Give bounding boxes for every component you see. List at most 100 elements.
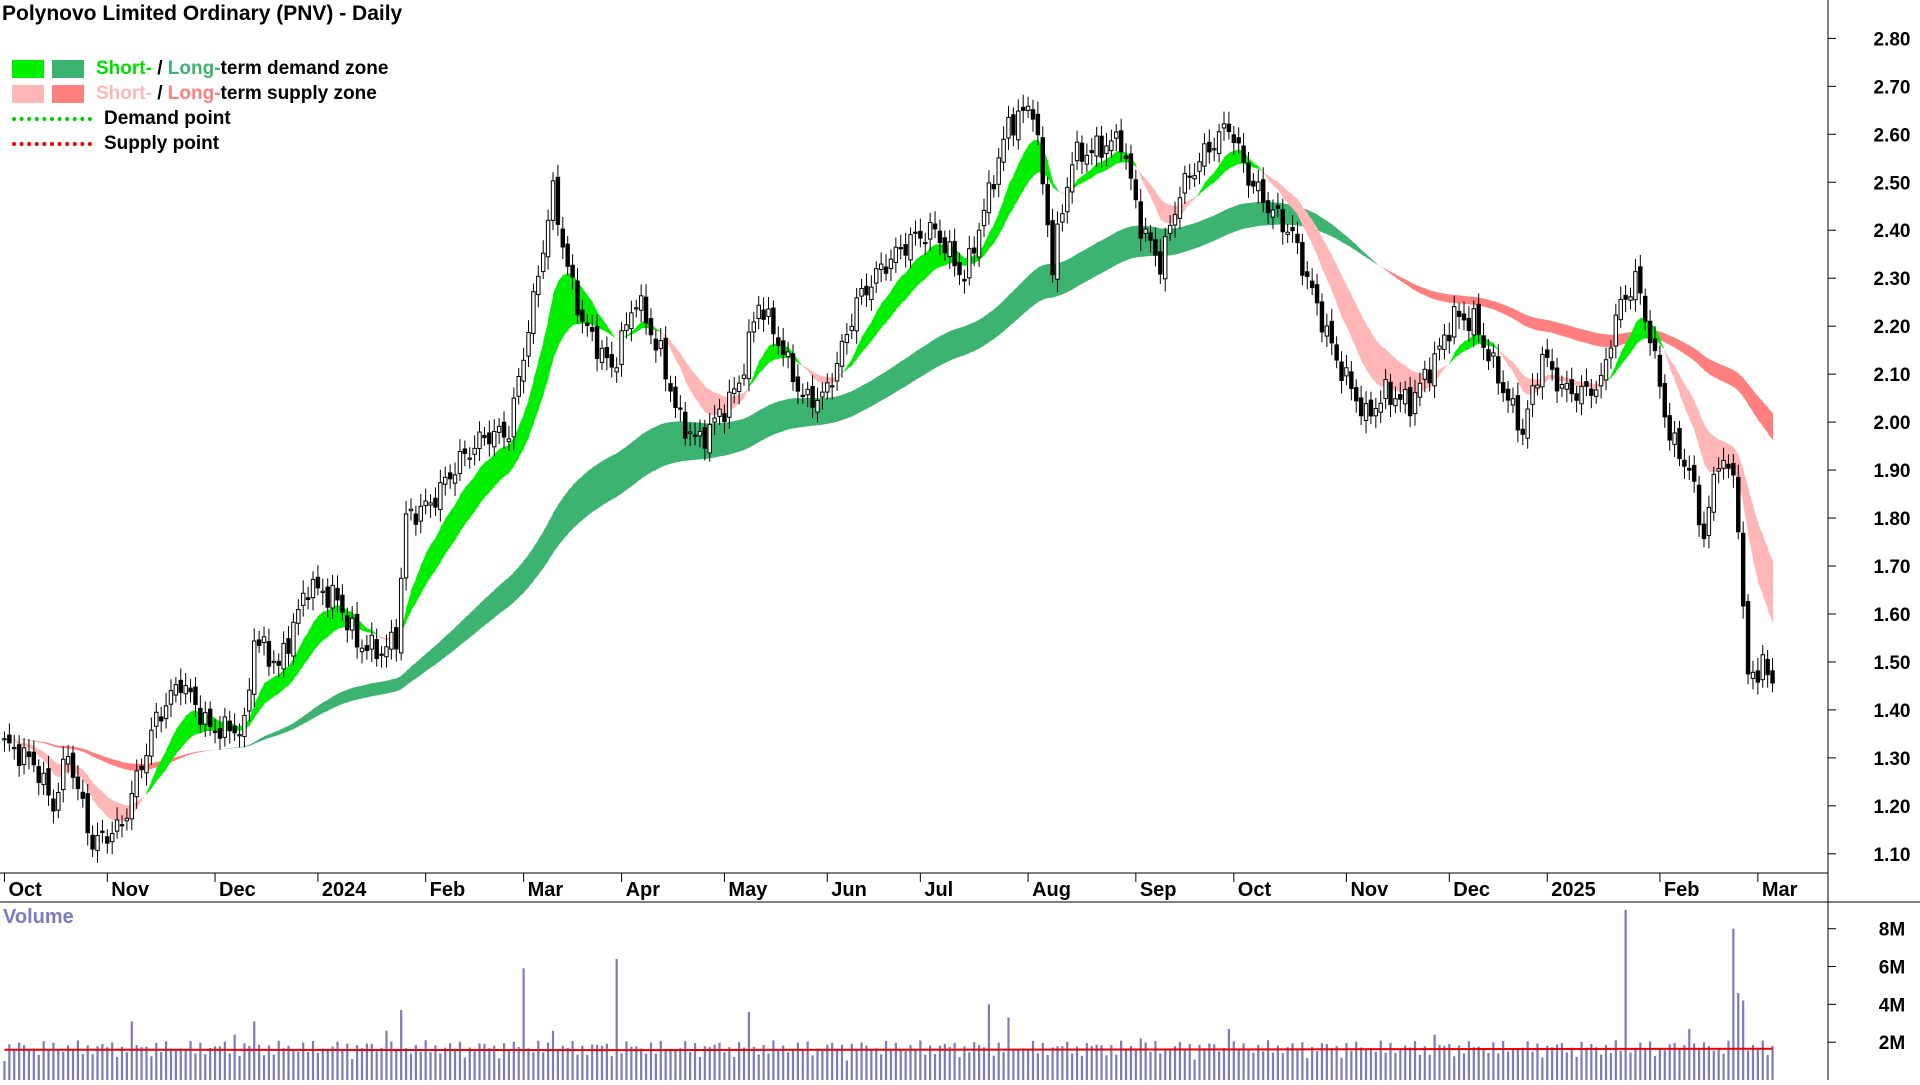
candle-body [1144, 229, 1147, 233]
short-term-demand-segment [186, 712, 191, 743]
candle-body [791, 354, 794, 382]
candle-body [757, 305, 760, 318]
volume-bar [194, 1053, 196, 1080]
long-term-demand-segment [969, 322, 974, 353]
candle-body [688, 432, 691, 433]
volume-bar [792, 1049, 794, 1080]
price-candle [419, 494, 422, 533]
candle-body [1252, 181, 1255, 186]
price-candle [1242, 133, 1245, 173]
time-tick-label: Nov [111, 879, 150, 901]
short-term-supply-segment [1694, 401, 1699, 448]
long-term-demand-segment [249, 742, 254, 746]
long-term-demand-segment [935, 336, 940, 368]
long-term-demand-segment [352, 687, 357, 701]
long-term-supply-segment [1537, 319, 1542, 332]
long-term-supply-segment [83, 749, 88, 754]
volume-bar [694, 1043, 696, 1080]
price-candle [728, 380, 731, 429]
volume-bar [753, 1047, 755, 1080]
legend-long-label: Long- [168, 83, 221, 105]
short-term-demand-segment [1057, 190, 1062, 194]
short-term-supply-segment [1283, 187, 1288, 204]
candle-body [1751, 672, 1754, 678]
price-tick-label: 2.60 [1874, 125, 1911, 146]
long-term-supply-segment [1733, 370, 1738, 391]
price-candle [904, 233, 907, 268]
short-term-demand-segment [906, 266, 911, 299]
short-term-demand-segment [1053, 182, 1058, 191]
candle-body [600, 348, 603, 362]
candle-body [204, 713, 207, 725]
candle-body [586, 323, 589, 325]
short-term-demand-segment [166, 739, 171, 768]
price-candle [630, 301, 633, 342]
long-term-demand-segment [974, 320, 979, 351]
time-tick-label: Mar [528, 879, 564, 901]
candle-body [483, 435, 486, 437]
candle-body [1134, 180, 1137, 200]
candle-body [1639, 267, 1642, 293]
candle-body [1208, 142, 1211, 152]
candle-body [1565, 383, 1568, 389]
candle-body [1031, 110, 1034, 119]
price-candle [458, 439, 461, 481]
short-term-demand-segment [798, 360, 803, 366]
volume-bar [728, 1047, 730, 1080]
candle-body [821, 392, 824, 397]
price-candle [889, 249, 892, 281]
long-term-demand-segment [612, 453, 617, 499]
price-candle [272, 650, 275, 674]
candle-body [1673, 433, 1676, 444]
volume-bar [1140, 1038, 1142, 1080]
candle-body [1212, 149, 1215, 150]
long-term-supply-segment [1420, 287, 1425, 296]
volume-bar [1272, 1053, 1274, 1080]
short-term-supply-segment [1351, 295, 1356, 349]
volume-bar [1762, 1041, 1764, 1080]
candle-body [1394, 399, 1397, 406]
long-term-demand-segment [1346, 236, 1351, 247]
short-term-supply-segment [1190, 198, 1195, 204]
short-term-supply-segment [1518, 369, 1523, 392]
price-candle [884, 254, 887, 280]
price-candle [1080, 135, 1083, 174]
candle-body [287, 639, 290, 654]
candle-body [1399, 395, 1402, 400]
candle-body [267, 642, 270, 667]
long-term-supply-segment [1405, 279, 1410, 287]
volume-bar [1267, 1040, 1269, 1080]
volume-bar [1595, 1047, 1597, 1080]
price-candle [875, 261, 878, 293]
candle-body [1070, 165, 1073, 192]
volume-bar [890, 1051, 892, 1080]
price-candle [62, 746, 65, 802]
candle-body [1629, 297, 1632, 300]
long-term-supply-segment [1528, 316, 1533, 329]
short-term-supply-segment [98, 788, 103, 811]
long-term-demand-segment [543, 523, 548, 568]
price-candle [1036, 101, 1039, 145]
price-candle [424, 489, 427, 515]
candle-body [1521, 429, 1524, 434]
long-term-demand-segment [666, 422, 671, 465]
long-term-supply-segment [1684, 343, 1689, 357]
volume-bar [1566, 1052, 1568, 1080]
short-term-demand-segment [484, 459, 489, 497]
price-candle [1766, 650, 1769, 688]
long-term-demand-segment [622, 446, 627, 493]
candle-body [253, 641, 256, 694]
long-term-supply-segment [1435, 292, 1440, 301]
long-term-demand-segment [298, 716, 303, 726]
long-term-demand-segment [377, 682, 382, 696]
long-term-supply-segment [1738, 373, 1743, 396]
long-term-demand-segment [651, 427, 656, 473]
candle-body [331, 585, 334, 608]
volume-bar [1311, 1047, 1313, 1080]
candle-body [855, 298, 858, 331]
price-candle [169, 679, 172, 717]
price-candle [1325, 314, 1328, 347]
volume-bar [111, 1042, 113, 1080]
price-candle [1252, 173, 1255, 194]
